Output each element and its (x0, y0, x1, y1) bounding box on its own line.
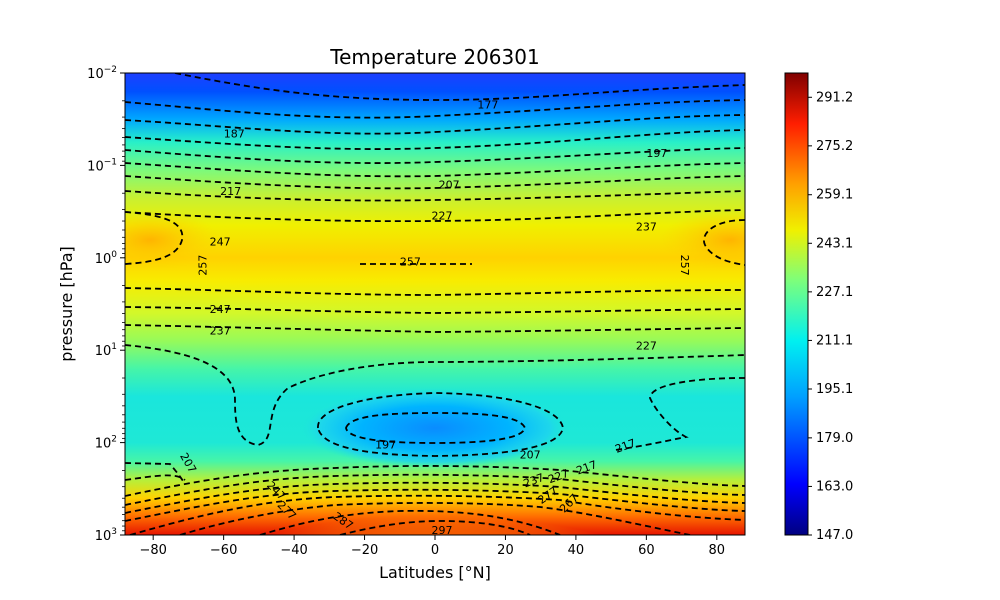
contour-207-a (125, 147, 745, 164)
contour-label: 247 (210, 236, 231, 249)
contour-217-c (614, 377, 745, 451)
contour-227-c (125, 465, 745, 497)
contour-237-c (125, 473, 745, 506)
x-tick-label: 60 (638, 543, 655, 558)
contour-label: 197 (375, 439, 396, 452)
contour-label: 257 (678, 255, 691, 276)
colorbar-tick-label: 211.1 (816, 333, 853, 348)
contour-217-b (125, 344, 745, 446)
contour-277 (179, 502, 691, 535)
contour-297 (339, 520, 531, 535)
contour-label: 227 (636, 340, 657, 353)
x-tick-label: 40 (568, 543, 585, 558)
y-tick-label: 102 (95, 435, 117, 452)
contour-227 (125, 190, 745, 202)
colorbar-tick-label: 227.1 (816, 285, 853, 300)
x-axis-label: Latitudes [°N] (379, 563, 491, 582)
contour-187-a (125, 99, 745, 119)
contour-label: 237 (210, 324, 231, 337)
y-tick-label: 100 (95, 250, 118, 267)
y-tick-label: 10−2 (87, 65, 117, 82)
x-tick-label: 0 (431, 543, 439, 558)
contour-label: 227 (432, 210, 453, 223)
contour-207-c (317, 392, 564, 457)
contour-217 (125, 175, 745, 190)
contour-187-b (125, 114, 745, 135)
chart-title: Temperature 206301 (329, 45, 539, 69)
colorbar-tick-label: 275.2 (816, 139, 853, 154)
colorbar-tick-label: 291.2 (816, 90, 853, 105)
contour-label: 247 (210, 303, 231, 316)
contour-197 (125, 129, 745, 150)
x-tick-label: 80 (709, 543, 726, 558)
contour-label: 297 (432, 524, 453, 537)
y-tick-label: 103 (95, 527, 117, 544)
contour-237-b (125, 306, 745, 314)
y-tick-label: 10−1 (87, 157, 117, 174)
contour-237 (125, 209, 745, 223)
contour-label: 257 (400, 256, 421, 269)
x-tick-label: −40 (280, 543, 307, 558)
colorbar-tick-label: 147.0 (816, 528, 853, 543)
contour-227-b (125, 324, 745, 333)
colorbar: 147.0 163.0 179.0 195.1 211.1 227.1 243.1 259.1… (784, 72, 853, 543)
contour-217-d (125, 462, 186, 485)
contour-197-b (345, 412, 526, 444)
contour-207-b (125, 162, 745, 178)
contour-label: 207 (439, 178, 460, 191)
contour-287 (259, 509, 561, 535)
contour-label: 187 (224, 127, 245, 140)
y-axis: 10−2 10−1 100 101 102 103 (87, 65, 125, 544)
colorbar-ticks: 147.0 163.0 179.0 195.1 211.1 227.1 243.1 259.1… (808, 90, 853, 543)
contour-label: 217 (220, 185, 241, 198)
colorbar-gradient (784, 72, 809, 536)
contour-label: 197 (646, 147, 667, 160)
contour-247-c (125, 481, 745, 514)
contour-lines (125, 73, 745, 535)
contour-247-right (703, 219, 745, 266)
y-tick-label: 101 (95, 342, 117, 359)
colorbar-tick-label: 195.1 (816, 382, 853, 397)
x-tick-label: −80 (139, 543, 166, 558)
contour-257-c (125, 488, 745, 522)
colorbar-tick-label: 243.1 (816, 236, 853, 251)
temperature-field (125, 73, 745, 535)
colorbar-tick-label: 163.0 (816, 479, 853, 494)
x-tick-label: 20 (497, 543, 514, 558)
x-axis: −80 −60 −40 −20 0 20 40 60 80 (139, 535, 725, 558)
colorbar-tick-label: 179.0 (816, 431, 853, 446)
contour-label: 207 (520, 449, 541, 462)
contour-267 (129, 494, 745, 535)
contour-label: 237 (636, 221, 657, 234)
contour-247-b (125, 287, 745, 296)
colorbar-tick-label: 259.1 (816, 188, 853, 203)
contour-label: 177 (477, 99, 498, 112)
contour-label: 257 (197, 255, 210, 276)
x-tick-label: −60 (210, 543, 237, 558)
contour-247-left (125, 211, 184, 265)
contour-177 (174, 73, 745, 101)
x-tick-label: −20 (351, 543, 378, 558)
y-axis-label: pressure [hPa] (57, 246, 76, 362)
